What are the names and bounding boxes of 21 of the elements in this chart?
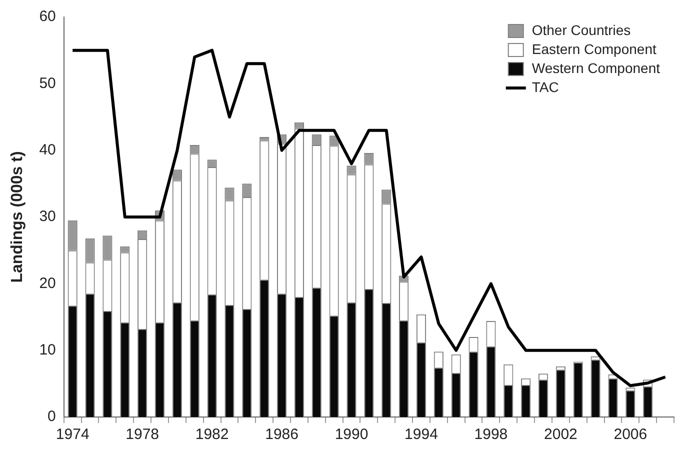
y-tick-label: 20 [39,274,56,292]
x-tick-label: 1986 [265,426,298,444]
x-tick-label: 1978 [126,426,160,444]
x-tick-label: 1982 [195,426,229,444]
x-tick-label: 1998 [474,426,508,444]
x-tick-label: 2006 [614,426,648,444]
x-tick-label: 1990 [334,426,368,444]
legend-label: Eastern Component [532,40,656,57]
y-axis-title: Landings (000s t) [9,151,26,283]
x-tick-label: 1994 [404,426,438,444]
legend-label: TAC [532,78,559,95]
x-tick-label: 2002 [544,426,578,444]
y-tick-label: 60 [39,8,56,26]
y-tick-label: 50 [39,74,56,92]
legend-label: Western Component [532,60,660,76]
y-tick-label: 30 [39,208,56,226]
legend-label: Other Countries [532,22,631,38]
y-tick-label: 0 [48,408,56,426]
y-tick-label: 10 [39,341,56,358]
y-tick-label: 40 [39,141,56,158]
x-tick-label: 1974 [56,426,90,444]
